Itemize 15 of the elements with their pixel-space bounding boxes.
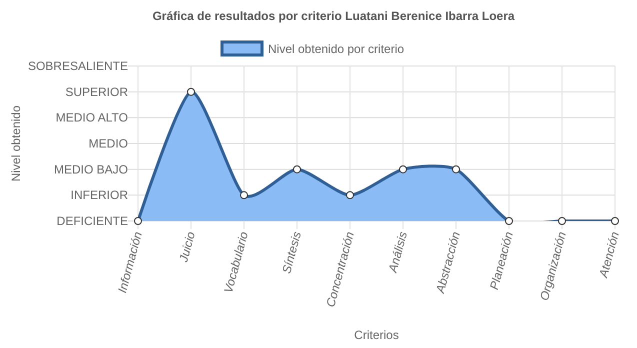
category-label: MEDIO ALTO	[56, 110, 128, 125]
category-label: DEFICIENTE	[56, 214, 128, 228]
category-label: MEDIO	[88, 136, 128, 150]
category-label: INFERIOR	[70, 188, 128, 202]
x-tick-label: Síntesis	[279, 230, 304, 276]
legend-label: Nivel obtenido por criterio	[268, 42, 404, 56]
category-label: SUPERIOR	[65, 84, 128, 99]
chart-title: Gráfica de resultados por criterio Luatani Berenice Ibarra Loera	[152, 9, 515, 23]
text: Nivel obtenido	[9, 105, 23, 182]
x-tick-label: Atención	[596, 230, 622, 280]
x-tick-label: Juicio	[176, 230, 198, 264]
category-label: MEDIO BAJO	[54, 162, 128, 176]
x-axis-title: Criterios	[354, 328, 399, 342]
x-tick-label: Análisis	[385, 230, 410, 275]
category-label: SOBRESALIENTE	[28, 59, 128, 73]
